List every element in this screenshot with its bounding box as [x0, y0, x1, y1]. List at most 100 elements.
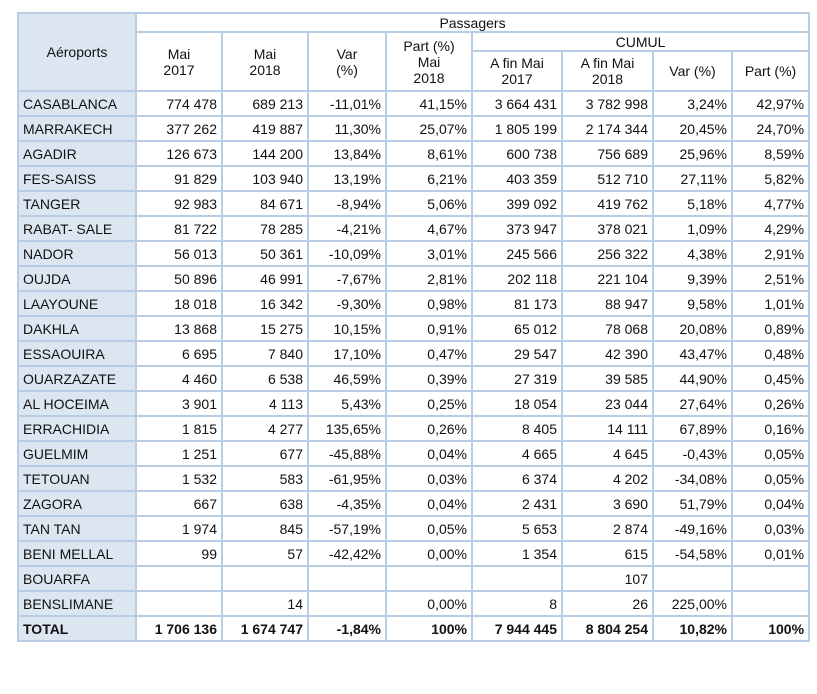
value-cell: 100% — [730, 615, 811, 642]
value-cell: 23 044 — [561, 390, 654, 417]
value-cell: 14 111 — [561, 415, 654, 442]
value-cell — [385, 565, 473, 592]
value-cell: 50 361 — [221, 240, 309, 267]
airport-name: TAN TAN — [17, 515, 137, 542]
value-cell: 0,91% — [385, 315, 473, 342]
value-cell: 677 — [221, 440, 309, 467]
table-row: DAKHLA 13 868 15 275 10,15% 0,91% 65 012 78 06… — [17, 315, 811, 342]
value-cell — [307, 565, 387, 592]
value-cell: 0,89% — [730, 315, 811, 342]
table-row: GUELMIM 1 251 677 -45,88% 0,04% 4 665 4 645 -0,… — [17, 440, 811, 467]
value-cell: 42,97% — [730, 90, 811, 117]
value-cell: -42,42% — [307, 540, 387, 567]
table-row: TANGER 92 983 84 671 -8,94% 5,06% 399 092 419 … — [17, 190, 811, 217]
value-cell: 615 — [561, 540, 654, 567]
header-cell: A fin Mai 2018 — [561, 50, 654, 92]
airport-name: BENSLIMANE — [17, 590, 137, 617]
value-cell: 1 805 199 — [471, 115, 563, 142]
airport-name: OUJDA — [17, 265, 137, 292]
value-cell: 2,91% — [730, 240, 811, 267]
value-cell: -34,08% — [652, 465, 733, 492]
value-cell: 0,39% — [385, 365, 473, 392]
value-cell: 373 947 — [471, 215, 563, 242]
header-cell: A fin Mai 2017 — [471, 50, 563, 92]
value-cell: 27,11% — [652, 165, 733, 192]
airport-name: GUELMIM — [17, 440, 137, 467]
value-cell: 0,05% — [730, 465, 811, 492]
table-row: LAAYOUNE 18 018 16 342 -9,30% 0,98% 81 173 88 … — [17, 290, 811, 317]
airport-name: FES-SAISS — [17, 165, 137, 192]
value-cell: 8,61% — [385, 140, 473, 167]
value-cell: 57 — [221, 540, 309, 567]
value-cell: 13,84% — [307, 140, 387, 167]
airport-name: BOUARFA — [17, 565, 137, 592]
value-cell: 99 — [135, 540, 223, 567]
table-row: OUARZAZATE 4 460 6 538 46,59% 0,39% 27 319 39 … — [17, 365, 811, 392]
value-cell: 56 013 — [135, 240, 223, 267]
value-cell: 7 944 445 — [471, 615, 563, 642]
value-cell — [730, 590, 811, 617]
value-cell: 4,38% — [652, 240, 733, 267]
value-cell: -61,95% — [307, 465, 387, 492]
value-cell: 0,00% — [385, 540, 473, 567]
value-cell: 42 390 — [561, 340, 654, 367]
value-cell: 221 104 — [561, 265, 654, 292]
value-cell: -1,84% — [307, 615, 387, 642]
header-cell: Mai 2018 — [221, 31, 309, 92]
value-cell: 46,59% — [307, 365, 387, 392]
value-cell: 2 874 — [561, 515, 654, 542]
value-cell: 4 277 — [221, 415, 309, 442]
value-cell: -9,30% — [307, 290, 387, 317]
airport-name: TANGER — [17, 190, 137, 217]
value-cell: 583 — [221, 465, 309, 492]
value-cell: 44,90% — [652, 365, 733, 392]
value-cell: 78 285 — [221, 215, 309, 242]
value-cell: 15 275 — [221, 315, 309, 342]
value-cell: -4,35% — [307, 490, 387, 517]
value-cell: 1 674 747 — [221, 615, 309, 642]
value-cell: 92 983 — [135, 190, 223, 217]
value-cell: 3,01% — [385, 240, 473, 267]
value-cell: 3,24% — [652, 90, 733, 117]
value-cell: 2 431 — [471, 490, 563, 517]
header-cell: Var (%) — [307, 31, 387, 92]
value-cell: 4,29% — [730, 215, 811, 242]
value-cell: 774 478 — [135, 90, 223, 117]
table-row: FES-SAISS 91 829 103 940 13,19% 6,21% 403 359… — [17, 165, 811, 192]
value-cell: 4 665 — [471, 440, 563, 467]
value-cell: 5 653 — [471, 515, 563, 542]
value-cell: -54,58% — [652, 540, 733, 567]
value-cell: 14 — [221, 590, 309, 617]
value-cell: 107 — [561, 565, 654, 592]
value-cell: 0,98% — [385, 290, 473, 317]
value-cell: 8,59% — [730, 140, 811, 167]
value-cell: 1 532 — [135, 465, 223, 492]
header-cell: CUMUL — [470, 31, 811, 52]
table-row: NADOR 56 013 50 361 -10,09% 3,01% 245 566 256 … — [17, 240, 811, 267]
value-cell: 5,82% — [730, 165, 811, 192]
value-cell: -0,43% — [652, 440, 733, 467]
value-cell: 2,51% — [730, 265, 811, 292]
value-cell: 18 054 — [471, 390, 563, 417]
value-cell: 256 322 — [561, 240, 654, 267]
airport-name: RABAT- SALE — [17, 215, 137, 242]
table-row: BENSLIMANE 14 0,00% 8 26 225,00% — [17, 590, 811, 617]
table-row: TAN TAN 1 974 845 -57,19% 0,05% 5 653 2 874 -49… — [17, 515, 811, 542]
value-cell: 10,82% — [652, 615, 733, 642]
value-cell: 512 710 — [561, 165, 654, 192]
value-cell — [307, 590, 387, 617]
value-cell: 6 538 — [221, 365, 309, 392]
table-row: ERRACHIDIA 1 815 4 277 135,65% 0,26% 8 405 14 … — [17, 415, 811, 442]
value-cell: 0,05% — [730, 440, 811, 467]
header-cell: Mai 2017 — [135, 31, 223, 92]
value-cell: 1 974 — [135, 515, 223, 542]
airport-name: MARRAKECH — [17, 115, 137, 142]
value-cell: 0,01% — [730, 540, 811, 567]
airport-name: OUARZAZATE — [17, 365, 137, 392]
airport-name: TOTAL — [17, 615, 137, 642]
value-cell: 378 021 — [561, 215, 654, 242]
value-cell: 103 940 — [221, 165, 309, 192]
value-cell: 5,18% — [652, 190, 733, 217]
table-row: ZAGORA 667 638 -4,35% 0,04% 2 431 3 690 51,79% 0… — [17, 490, 811, 517]
value-cell: 202 118 — [471, 265, 563, 292]
